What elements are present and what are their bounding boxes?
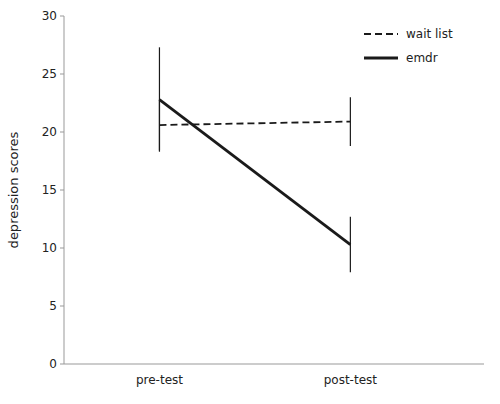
chart-container: 0 5 10 15 20 25 30 pre-test post-test depression …: [0, 0, 500, 404]
legend: wait list emdr: [364, 27, 453, 65]
x-axis-line: [64, 364, 484, 365]
legend-label: wait list: [406, 27, 453, 41]
y-tick: [60, 190, 64, 191]
y-tick: [60, 364, 64, 365]
y-tick-label: 10: [42, 241, 57, 255]
y-tick: [60, 74, 64, 75]
legend-swatch: [364, 33, 398, 35]
axes: 0 5 10 15 20 25 30 pre-test post-test: [42, 9, 484, 388]
x-tick-label: pre-test: [136, 373, 183, 387]
y-tick-label: 0: [49, 357, 57, 371]
y-tick: [60, 248, 64, 249]
series-line: [159, 100, 350, 245]
chart-svg: 0 5 10 15 20 25 30 pre-test post-test depression …: [0, 0, 500, 404]
y-tick-label: 30: [42, 9, 57, 23]
series: [159, 97, 350, 150]
y-tick-label: 15: [42, 183, 57, 197]
legend-swatch: [364, 57, 398, 60]
plot-area: [159, 47, 350, 272]
y-tick: [60, 306, 64, 307]
y-axis-label: depression scores: [6, 131, 21, 248]
y-tick-label: 5: [49, 299, 57, 313]
legend-label: emdr: [406, 51, 438, 65]
y-tick: [60, 16, 64, 17]
y-tick-label: 20: [42, 125, 57, 139]
y-tick: [60, 132, 64, 133]
series: [159, 47, 350, 272]
y-tick-label: 25: [42, 67, 57, 81]
x-tick-label: post-test: [324, 373, 378, 387]
